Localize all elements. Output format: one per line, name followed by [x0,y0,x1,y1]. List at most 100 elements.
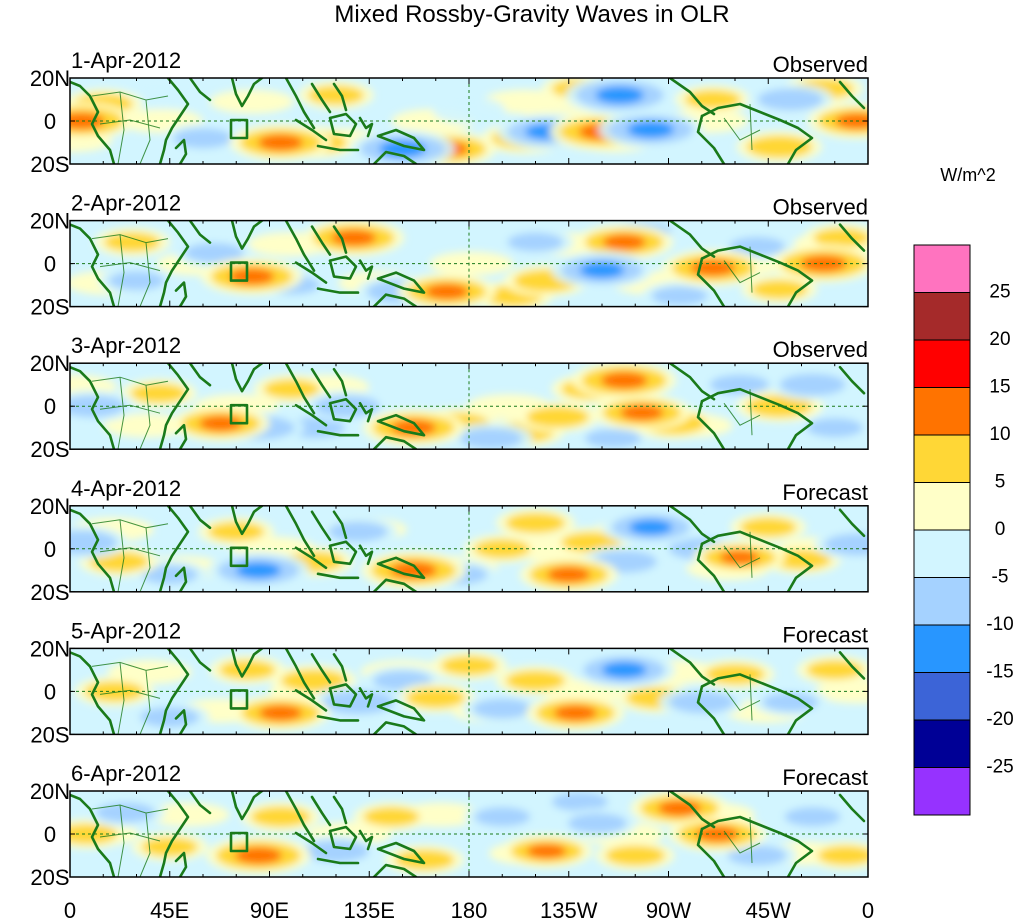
colorbar-swatch [913,767,971,816]
anomaly-cell [208,522,265,542]
lat-label: 0 [44,537,56,562]
anomaly-cell [813,228,868,248]
lat-label: 20N [30,636,70,661]
anomaly-cell [250,806,311,827]
anomaly-cell [551,792,608,812]
colorbar-tick-label: -10 [986,614,1013,635]
anomaly-band [103,413,188,438]
panel-type-label: Observed [773,337,868,362]
anomaly-cell [363,807,420,827]
anomaly-cell [709,374,770,395]
anomaly-cell [567,813,628,834]
lat-label: 0 [44,679,56,704]
anomaly-core [627,121,675,138]
colorbar-swatch [913,387,971,436]
anomaly-cell [70,395,125,418]
anomaly-core [579,261,625,279]
panel-date: 5-Apr-2012 [71,618,181,643]
anomaly-core [600,372,648,389]
lat-label: 20S [30,437,69,462]
anomaly-cell [806,660,863,680]
panel-type-label: Observed [773,52,868,77]
anomaly-core [259,705,303,721]
anomaly-core [553,705,597,721]
lon-label: 180 [451,898,488,922]
anomaly-core [235,847,282,864]
panel-date: 1-Apr-2012 [71,48,181,73]
colorbar-tick-label: 15 [989,377,1010,398]
anomaly-core [602,234,646,250]
colorbar-tick-label: -20 [986,709,1013,730]
anomaly-cell [507,232,564,252]
anomaly-cell [757,88,824,111]
anomaly-cell [173,128,233,149]
anomaly-cell [824,533,868,556]
panel-date: 4-Apr-2012 [71,476,181,501]
anomaly-core [719,550,760,565]
colorbar-tick-label: -25 [986,757,1013,778]
anomaly-cell [651,286,708,306]
lon-label: 90E [250,898,289,922]
map-panel: 4-Apr-2012 Forecast 20N 0 20S [30,476,869,605]
anomaly-cell [668,691,735,714]
anomaly-cell [441,656,497,676]
colorbar-swatch [913,577,971,626]
panel-date: 6-Apr-2012 [71,761,181,786]
anomaly-cell [585,428,642,448]
anomaly-cell [784,807,841,827]
anomaly-cell [395,849,455,870]
map-panel: 1-Apr-2012 Observed 20N 0 20S [30,48,869,177]
colorbar: W/m^2 25 20 15 10 5 0 -5 -10 -15 -20 -25 [913,165,1014,816]
colorbar-tick-label: -5 [992,567,1009,588]
anomaly-core [258,134,304,151]
lon-label: 0 [862,898,874,922]
anomaly-cell [108,271,165,291]
colorbar-swatch [913,339,971,388]
map-panel: 2-Apr-2012 Observed 20N 0 20S [30,191,869,320]
anomaly-core [547,566,591,583]
lat-label: 20N [30,209,70,234]
anomaly-core [595,86,644,104]
colorbar-tick-label: 10 [989,424,1010,445]
lon-label: 0 [64,898,76,922]
anomaly-cell [505,513,566,533]
lat-label: 20S [30,295,69,320]
lat-label: 20N [30,779,70,804]
anomaly-cell [751,279,808,299]
anomaly-core [70,535,101,550]
lon-label: 90W [646,898,691,922]
anomaly-cell [263,379,320,399]
anomaly-core [390,561,437,579]
anomaly-cell [505,670,566,691]
colorbar-swatch [913,672,971,721]
colorbar-swatch [913,719,971,768]
colorbar-swatch [913,624,971,673]
anomaly-cell [727,845,787,866]
anomaly-band [429,251,514,276]
lat-label: 20S [30,722,69,747]
lon-label: 45E [150,898,189,922]
anomaly-cell [474,807,531,827]
anomaly-core [229,268,275,285]
anomaly-core [629,519,673,536]
anomaly-band [814,679,868,704]
anomaly-core [695,826,739,842]
colorbar-tick-label: 25 [989,282,1010,303]
anomaly-cell [806,418,863,438]
colorbar-swatch [913,529,971,578]
anomaly-core [526,844,567,859]
lat-label: 20N [30,66,70,91]
anomaly-cell [184,242,244,263]
lat-label: 0 [44,394,56,419]
colorbar-tick-label: 0 [995,519,1006,540]
lat-label: 20S [30,580,69,605]
anomaly-cell [281,669,347,692]
anomaly-cell [472,698,532,719]
anomaly-cell [140,707,200,728]
panel-date: 3-Apr-2012 [71,333,181,358]
anomaly-cell [328,521,388,542]
anomaly-core [800,255,847,272]
lat-label: 0 [44,109,56,134]
lat-label: 20N [30,494,70,519]
